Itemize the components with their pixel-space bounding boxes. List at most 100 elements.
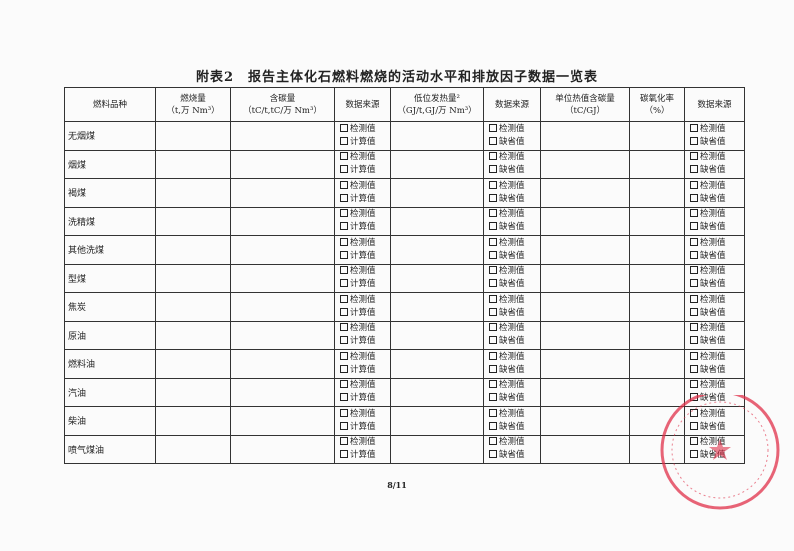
checkbox-box[interactable] <box>489 294 497 303</box>
checkbox-box[interactable] <box>340 250 348 259</box>
measured-checkbox[interactable]: 检测值 <box>690 294 741 307</box>
checkbox-box[interactable] <box>489 209 497 218</box>
measured-checkbox[interactable]: 检测值 <box>340 151 387 164</box>
checkbox-box[interactable] <box>340 450 348 459</box>
heating-value-cell[interactable] <box>390 178 484 208</box>
default-checkbox[interactable]: 缺省值 <box>489 221 537 234</box>
measured-checkbox[interactable]: 检测值 <box>489 322 537 335</box>
carbon-per-heat-cell[interactable] <box>540 349 630 379</box>
checkbox-box[interactable] <box>690 450 698 459</box>
checkbox-box[interactable] <box>690 323 698 332</box>
default-checkbox[interactable]: 缺省值 <box>690 421 741 434</box>
checkbox-box[interactable] <box>489 421 497 430</box>
oxidation-rate-cell[interactable] <box>629 406 685 436</box>
measured-checkbox[interactable]: 检测值 <box>340 408 387 421</box>
checkbox-box[interactable] <box>340 294 348 303</box>
measured-checkbox[interactable]: 检测值 <box>489 408 537 421</box>
checkbox-box[interactable] <box>340 237 348 246</box>
carbon-content-cell[interactable] <box>230 178 335 208</box>
heating-value-cell[interactable] <box>390 149 484 179</box>
measured-checkbox[interactable]: 检测值 <box>340 379 387 392</box>
calculated-checkbox[interactable]: 计算值 <box>340 392 387 405</box>
measured-checkbox[interactable]: 检测值 <box>690 351 741 364</box>
oxidation-rate-cell[interactable] <box>629 349 685 379</box>
default-checkbox[interactable]: 缺省值 <box>690 278 741 291</box>
default-checkbox[interactable]: 缺省值 <box>690 307 741 320</box>
consumption-cell[interactable] <box>155 377 231 407</box>
measured-checkbox[interactable]: 检测值 <box>690 322 741 335</box>
consumption-cell[interactable] <box>155 292 231 322</box>
default-checkbox[interactable]: 缺省值 <box>690 193 741 206</box>
default-checkbox[interactable]: 缺省值 <box>489 136 537 149</box>
measured-checkbox[interactable]: 检测值 <box>340 294 387 307</box>
calculated-checkbox[interactable]: 计算值 <box>340 421 387 434</box>
calculated-checkbox[interactable]: 计算值 <box>340 335 387 348</box>
carbon-content-cell[interactable] <box>230 149 335 179</box>
heating-value-cell[interactable] <box>390 263 484 293</box>
checkbox-box[interactable] <box>690 364 698 373</box>
checkbox-box[interactable] <box>489 123 497 132</box>
carbon-content-cell[interactable] <box>230 377 335 407</box>
checkbox-box[interactable] <box>340 364 348 373</box>
checkbox-box[interactable] <box>690 136 698 145</box>
oxidation-rate-cell[interactable] <box>629 178 685 208</box>
carbon-per-heat-cell[interactable] <box>540 149 630 179</box>
measured-checkbox[interactable]: 检测值 <box>489 151 537 164</box>
calculated-checkbox[interactable]: 计算值 <box>340 449 387 462</box>
default-checkbox[interactable]: 缺省值 <box>489 164 537 177</box>
carbon-per-heat-cell[interactable] <box>540 263 630 293</box>
consumption-cell[interactable] <box>155 263 231 293</box>
checkbox-box[interactable] <box>690 380 698 389</box>
checkbox-box[interactable] <box>489 307 497 316</box>
carbon-content-cell[interactable] <box>230 349 335 379</box>
carbon-content-cell[interactable] <box>230 292 335 322</box>
checkbox-box[interactable] <box>489 437 497 446</box>
checkbox-box[interactable] <box>340 421 348 430</box>
checkbox-box[interactable] <box>690 437 698 446</box>
checkbox-box[interactable] <box>489 237 497 246</box>
checkbox-box[interactable] <box>340 152 348 161</box>
carbon-content-cell[interactable] <box>230 320 335 350</box>
checkbox-box[interactable] <box>340 336 348 345</box>
default-checkbox[interactable]: 缺省值 <box>489 449 537 462</box>
carbon-per-heat-cell[interactable] <box>540 292 630 322</box>
checkbox-box[interactable] <box>690 307 698 316</box>
consumption-cell[interactable] <box>155 349 231 379</box>
measured-checkbox[interactable]: 检测值 <box>340 322 387 335</box>
oxidation-rate-cell[interactable] <box>629 121 685 151</box>
default-checkbox[interactable]: 缺省值 <box>690 250 741 263</box>
carbon-content-cell[interactable] <box>230 121 335 151</box>
checkbox-box[interactable] <box>340 393 348 402</box>
default-checkbox[interactable]: 缺省值 <box>489 250 537 263</box>
oxidation-rate-cell[interactable] <box>629 320 685 350</box>
measured-checkbox[interactable]: 检测值 <box>489 180 537 193</box>
carbon-content-cell[interactable] <box>230 235 335 265</box>
calculated-checkbox[interactable]: 计算值 <box>340 250 387 263</box>
calculated-checkbox[interactable]: 计算值 <box>340 164 387 177</box>
checkbox-box[interactable] <box>690 180 698 189</box>
checkbox-box[interactable] <box>489 165 497 174</box>
oxidation-rate-cell[interactable] <box>629 235 685 265</box>
carbon-per-heat-cell[interactable] <box>540 206 630 236</box>
measured-checkbox[interactable]: 检测值 <box>489 294 537 307</box>
checkbox-box[interactable] <box>690 123 698 132</box>
checkbox-box[interactable] <box>489 380 497 389</box>
checkbox-box[interactable] <box>489 323 497 332</box>
checkbox-box[interactable] <box>340 279 348 288</box>
checkbox-box[interactable] <box>489 450 497 459</box>
checkbox-box[interactable] <box>489 222 497 231</box>
checkbox-box[interactable] <box>690 279 698 288</box>
consumption-cell[interactable] <box>155 320 231 350</box>
checkbox-box[interactable] <box>340 136 348 145</box>
checkbox-box[interactable] <box>690 393 698 402</box>
heating-value-cell[interactable] <box>390 206 484 236</box>
checkbox-box[interactable] <box>489 279 497 288</box>
measured-checkbox[interactable]: 检测值 <box>489 379 537 392</box>
checkbox-box[interactable] <box>489 364 497 373</box>
carbon-per-heat-cell[interactable] <box>540 121 630 151</box>
carbon-per-heat-cell[interactable] <box>540 178 630 208</box>
checkbox-box[interactable] <box>340 307 348 316</box>
checkbox-box[interactable] <box>690 421 698 430</box>
measured-checkbox[interactable]: 检测值 <box>340 436 387 449</box>
calculated-checkbox[interactable]: 计算值 <box>340 278 387 291</box>
